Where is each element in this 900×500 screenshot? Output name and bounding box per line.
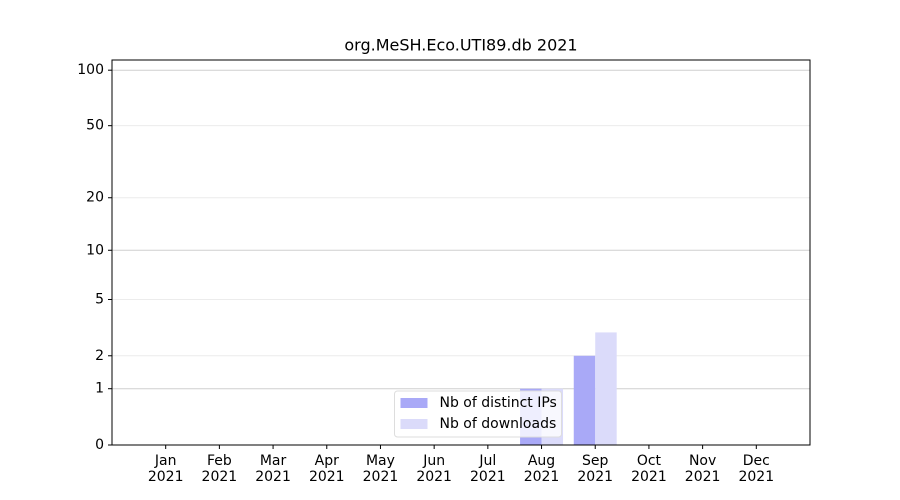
y-tick-label: 2 — [95, 348, 104, 364]
y-tick-label: 50 — [86, 118, 104, 134]
y-tick-label: 100 — [77, 62, 104, 78]
x-tick-label: Apr 2021 — [308, 453, 345, 485]
y-tick-label: 1 — [95, 381, 104, 397]
legend-label: Nb of downloads — [440, 416, 557, 432]
legend-swatch — [400, 398, 428, 408]
x-tick-label: Sep 2021 — [577, 453, 614, 485]
y-tick-label: 10 — [86, 242, 104, 258]
y-tick-label: 5 — [95, 291, 104, 307]
x-tick-label: Jul 2021 — [470, 453, 506, 485]
x-tick-label: May 2021 — [362, 453, 399, 485]
y-tick-label: 20 — [86, 190, 104, 206]
chart-title: org.MeSH.Eco.UTI89.db 2021 — [344, 36, 577, 55]
x-tick-label: Oct 2021 — [631, 453, 667, 485]
x-tick-label: Jan 2021 — [147, 453, 184, 485]
bar — [595, 332, 617, 445]
legend-label: Nb of distinct IPs — [440, 395, 557, 411]
x-tick-label: Dec 2021 — [738, 453, 775, 485]
bar — [573, 355, 596, 445]
y-tick-label: 0 — [95, 437, 104, 453]
x-tick-label: Nov 2021 — [684, 453, 721, 485]
legend-box — [394, 390, 562, 438]
x-tick-label: Aug 2021 — [523, 453, 560, 485]
legend-swatch — [400, 419, 428, 429]
plot-frame — [111, 59, 811, 446]
x-tick-label: Feb 2021 — [201, 453, 238, 485]
x-tick-label: Mar 2021 — [255, 453, 291, 485]
x-tick-label: Jun 2021 — [416, 453, 452, 485]
